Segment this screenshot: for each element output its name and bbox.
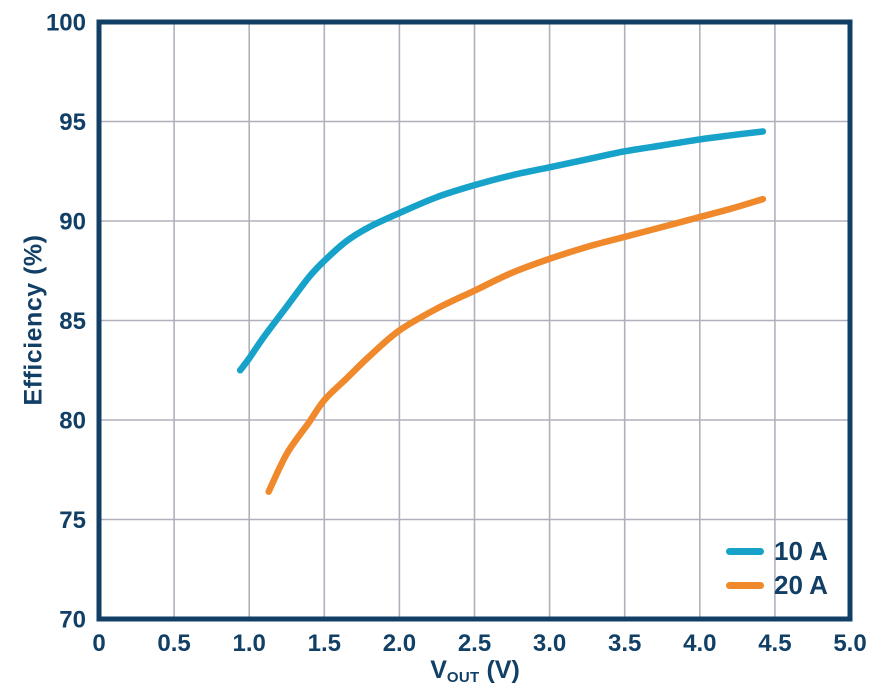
- legend-swatch-20a: [726, 581, 764, 589]
- series-curve-20a: [265, 195, 767, 495]
- legend-label-20a: 20 A: [774, 570, 828, 600]
- x-tick-label: 1.0: [233, 630, 266, 657]
- y-tick-label: 80: [59, 408, 86, 435]
- legend-item-20a: 20 A: [726, 568, 828, 602]
- y-tick-label: 85: [59, 308, 86, 335]
- x-axis-title-sub: OUT: [446, 669, 480, 686]
- plot-border: [96, 19, 853, 622]
- x-tick-label: 2.5: [458, 630, 491, 657]
- y-tick-label: 95: [59, 109, 86, 136]
- x-tick-label: 4.0: [683, 630, 716, 657]
- x-tick-label: 0.5: [157, 630, 190, 657]
- y-tick-label: 70: [59, 607, 86, 634]
- series-curve-10a: [236, 128, 767, 374]
- legend-label-10a: 10 A: [774, 536, 828, 566]
- y-tick-label: 75: [59, 507, 86, 534]
- x-tick-label: 3.0: [533, 630, 566, 657]
- legend: 10 A 20 A: [726, 534, 828, 602]
- x-tick-label: 0: [92, 630, 105, 657]
- x-tick-label: 2.0: [383, 630, 416, 657]
- y-tick-label: 90: [59, 209, 86, 236]
- x-axis-title-main: V: [430, 656, 447, 684]
- legend-item-10a: 10 A: [726, 534, 828, 568]
- x-tick-label: 1.5: [308, 630, 341, 657]
- x-axis-title-unit: (V): [486, 656, 520, 684]
- x-tick-label: 5.0: [833, 630, 866, 657]
- y-axis-title: Efficiency (%): [19, 234, 48, 406]
- y-tick-label: 100: [46, 10, 86, 37]
- x-axis-title: VOUT (V): [430, 656, 520, 686]
- legend-swatch-10a: [726, 547, 764, 555]
- x-tick-label: 3.5: [608, 630, 641, 657]
- x-tick-label: 4.5: [758, 630, 791, 657]
